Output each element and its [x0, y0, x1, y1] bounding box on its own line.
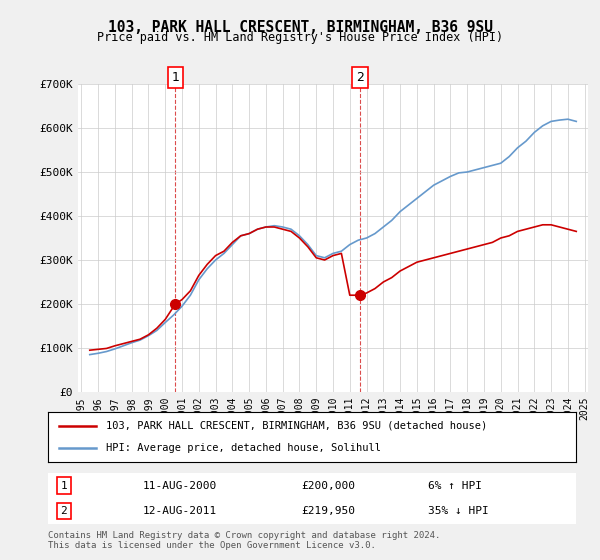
- Text: HPI: Average price, detached house, Solihull: HPI: Average price, detached house, Soli…: [106, 443, 381, 453]
- Text: Price paid vs. HM Land Registry's House Price Index (HPI): Price paid vs. HM Land Registry's House …: [97, 31, 503, 44]
- Text: 1: 1: [61, 481, 67, 491]
- Text: 11-AUG-2000: 11-AUG-2000: [143, 481, 217, 491]
- Text: £219,950: £219,950: [301, 506, 355, 516]
- Text: 103, PARK HALL CRESCENT, BIRMINGHAM, B36 9SU: 103, PARK HALL CRESCENT, BIRMINGHAM, B36…: [107, 20, 493, 35]
- Text: Contains HM Land Registry data © Crown copyright and database right 2024.
This d: Contains HM Land Registry data © Crown c…: [48, 530, 440, 550]
- Text: 1: 1: [172, 71, 179, 84]
- Text: 2: 2: [61, 506, 67, 516]
- Text: 12-AUG-2011: 12-AUG-2011: [143, 506, 217, 516]
- Text: 6% ↑ HPI: 6% ↑ HPI: [428, 481, 482, 491]
- Text: 35% ↓ HPI: 35% ↓ HPI: [428, 506, 489, 516]
- Text: 2: 2: [356, 71, 364, 84]
- Text: £200,000: £200,000: [301, 481, 355, 491]
- Text: 103, PARK HALL CRESCENT, BIRMINGHAM, B36 9SU (detached house): 103, PARK HALL CRESCENT, BIRMINGHAM, B36…: [106, 421, 487, 431]
